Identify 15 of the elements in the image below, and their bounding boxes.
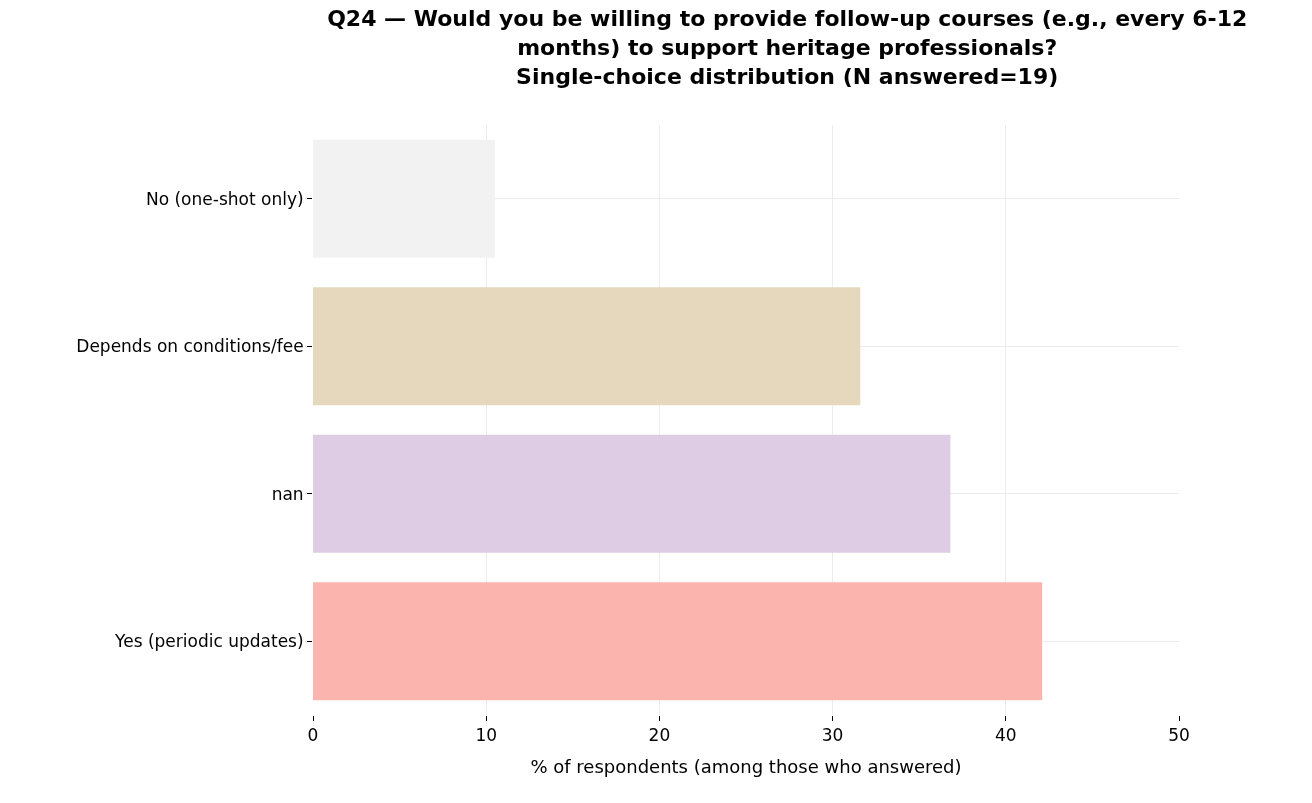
- x-tick-label: 40: [994, 725, 1017, 746]
- x-tick-label: 30: [821, 725, 844, 746]
- y-tick-label: Depends on conditions/fee: [76, 336, 304, 357]
- bar: [313, 582, 1043, 701]
- y-tick-label: No (one-shot only): [145, 188, 304, 209]
- bar: [313, 434, 951, 553]
- chart-title: Q24 — Would you be willing to provide follow-up courses (e.g., every 6-12 months) to support heritage professionals? Single-choice distribution (N answered=19): [327, 6, 1248, 89]
- y-tick-label: Yes (periodic updates): [114, 631, 304, 652]
- x-tick-label: 20: [648, 725, 671, 746]
- x-tick-label: 0: [307, 725, 319, 746]
- y-tick-label: nan: [271, 483, 304, 504]
- x-axis-title: % of respondents (among those who answered): [530, 755, 962, 777]
- x-tick-label: 50: [1168, 725, 1190, 746]
- bar: [313, 287, 861, 406]
- x-tick-label: 10: [475, 725, 498, 746]
